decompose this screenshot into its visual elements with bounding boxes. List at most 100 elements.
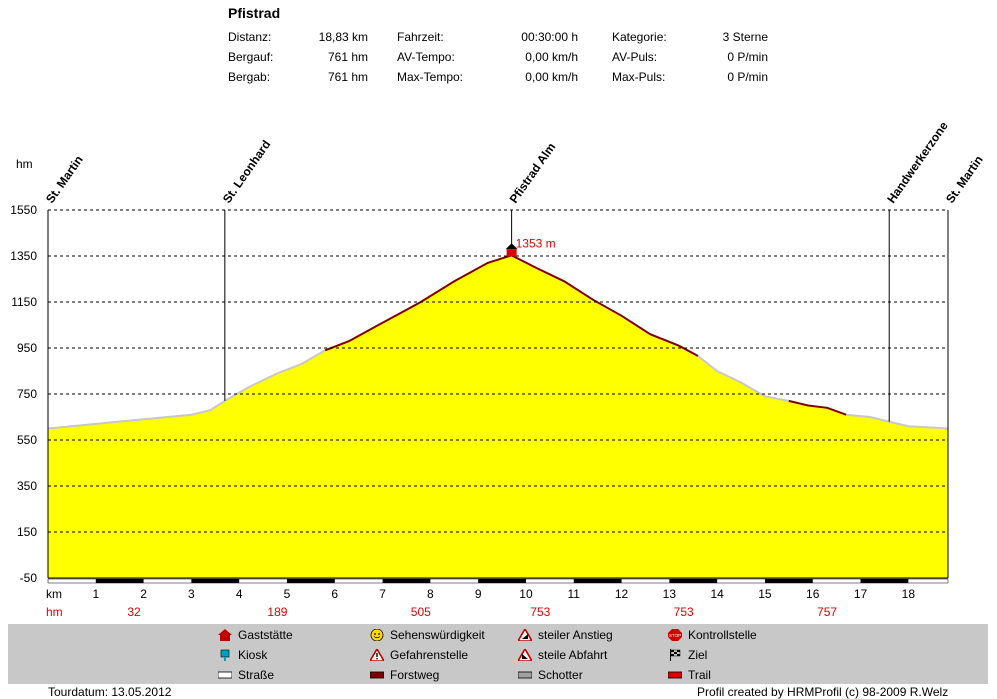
- svg-text:STOP: STOP: [669, 633, 681, 638]
- strasse-icon: [218, 671, 232, 679]
- stat-label-av-puls: AV-Puls:: [612, 50, 658, 64]
- stat-value-max-tempo: 0,00 km/h: [525, 70, 578, 84]
- legend-label: Gaststätte: [238, 628, 293, 642]
- legend-item-gefahrenstelle: Gefahrenstelle: [370, 648, 468, 662]
- profile-area-group: [47, 254, 949, 579]
- hm-row-value: 753: [674, 605, 694, 619]
- x-tick-label: 9: [475, 587, 482, 601]
- profile-line-forstweg: [324, 254, 699, 357]
- steile-abfahrt-icon: [518, 649, 532, 661]
- x-tick-label: 5: [284, 587, 291, 601]
- peak-label: 1353 m: [516, 236, 556, 250]
- legend-item-sehenswuerdigkeit: Sehenswürdigkeit: [370, 628, 485, 642]
- profile-line-forstweg: [788, 399, 847, 416]
- km-ruler-segment: [478, 579, 526, 583]
- x-tick-label: 10: [519, 587, 533, 601]
- legend-label: Trail: [688, 668, 711, 682]
- x-tick-label: 1: [92, 587, 99, 601]
- waypoint-label: Pfistrad Alm: [507, 140, 559, 206]
- gefahrenstelle-icon: [370, 649, 384, 661]
- legend-item-schotter: Schotter: [518, 668, 583, 682]
- sehenswuerdigkeit-icon: [370, 629, 384, 641]
- stat-label-max-puls: Max-Puls:: [612, 70, 666, 84]
- stat-value-fahrzeit: 00:30:00 h: [521, 30, 578, 44]
- credit-text: Profil created by HRMProfil (c) 98-2009 …: [697, 685, 949, 699]
- x-tick-label: 2: [140, 587, 147, 601]
- profile-line-strasse: [697, 355, 789, 402]
- tour-title: Pfistrad: [228, 5, 281, 21]
- y-axis-label: hm: [16, 157, 33, 171]
- legend-label: steiler Anstieg: [538, 628, 613, 642]
- waypoint-label: St. Leonhard: [220, 138, 274, 206]
- ziel-icon: [670, 649, 681, 661]
- legend-item-ziel: Ziel: [668, 648, 707, 662]
- hm-row-value: 753: [530, 605, 550, 619]
- km-ruler-segment: [191, 579, 240, 583]
- steiler-anstieg-icon: [518, 629, 532, 641]
- x-tick-label: 14: [710, 587, 724, 601]
- legend-item-forstweg: Forstweg: [370, 668, 439, 682]
- y-tick-label: 150: [17, 525, 37, 539]
- peak-marker-group: 1353 m: [505, 236, 556, 257]
- legend-label: Kontrollstelle: [688, 628, 757, 642]
- peak-house-roof: [505, 243, 518, 250]
- profile-area: [48, 255, 948, 579]
- km-ruler-segment: [764, 579, 813, 583]
- legend-label: steile Abfahrt: [538, 648, 608, 662]
- legend-item-gaststaette: Gaststätte: [218, 628, 293, 642]
- km-ruler-segment: [573, 579, 622, 583]
- kiosk-icon: [220, 649, 230, 661]
- waypoint-label: St. Martin: [43, 153, 86, 206]
- y-tick-label: 350: [17, 479, 37, 493]
- stat-label-bergauf: Bergauf:: [228, 50, 274, 64]
- legend-item-strasse: Straße: [218, 668, 274, 682]
- x-tick-label: 8: [427, 587, 434, 601]
- y-tick-label: 550: [17, 433, 37, 447]
- hm-row-label: hm: [46, 605, 63, 619]
- legend-label: Ziel: [688, 648, 708, 662]
- stat-value-av-puls: 0 P/min: [727, 50, 768, 64]
- x-tick-label: 6: [331, 587, 338, 601]
- schotter-icon: [518, 671, 532, 679]
- km-ruler: [47, 578, 949, 584]
- gaststaette-icon: [218, 629, 232, 641]
- x-tick-label: 4: [236, 587, 243, 601]
- km-ruler-segment: [382, 579, 431, 583]
- peak-marker: [506, 249, 517, 257]
- elevation-chart: hm St. Martin St. Leonhard Pfistrad Alm Han…: [10, 119, 986, 619]
- legend-item-steiler-anstieg: steiler Anstieg: [518, 628, 613, 642]
- stat-label-kategorie: Kategorie:: [612, 30, 667, 44]
- gridlines: [48, 209, 948, 533]
- waypoint-label: Handwerkerzone: [884, 119, 951, 206]
- stat-value-bergauf: 761 hm: [327, 50, 368, 64]
- hm-row-value: 32: [127, 605, 141, 619]
- legend-label: Sehenswürdigkeit: [390, 628, 485, 642]
- kontrollstelle-icon: STOP: [668, 629, 682, 641]
- legend-label: Schotter: [538, 668, 583, 682]
- hm-row-value: 505: [411, 605, 431, 619]
- stat-value-kategorie: 3 Sterne: [722, 30, 768, 44]
- x-tick-label: 13: [663, 587, 677, 601]
- y-tick-label: 1150: [11, 295, 37, 309]
- stat-value-av-tempo: 0,00 km/h: [525, 50, 578, 64]
- stat-label-distanz: Distanz:: [228, 30, 272, 44]
- legend-label: Gefahrenstelle: [390, 648, 469, 662]
- x-tick-label: 16: [806, 587, 820, 601]
- hm-row-value: 189: [267, 605, 287, 619]
- stat-value-distanz: 18,83 km: [318, 30, 368, 44]
- legend-item-kiosk: Kiosk: [218, 648, 267, 662]
- x-tick-label: 15: [758, 587, 772, 601]
- x-tick-label: 17: [854, 587, 868, 601]
- stat-label-av-tempo: AV-Tempo:: [397, 50, 455, 64]
- km-ruler-segment: [286, 579, 335, 583]
- y-tick-label: 1350: [10, 249, 37, 263]
- stat-value-max-puls: 0 P/min: [727, 70, 768, 84]
- x-tick-label: 11: [568, 587, 581, 601]
- legend-item-steile-abfahrt: steile Abfahrt: [518, 648, 607, 662]
- y-tick-label: 750: [17, 387, 37, 401]
- trail-icon: [668, 671, 682, 679]
- km-ruler-segment: [860, 579, 909, 583]
- x-tick-label: 3: [188, 587, 195, 601]
- stat-value-bergab: 761 hm: [327, 70, 368, 84]
